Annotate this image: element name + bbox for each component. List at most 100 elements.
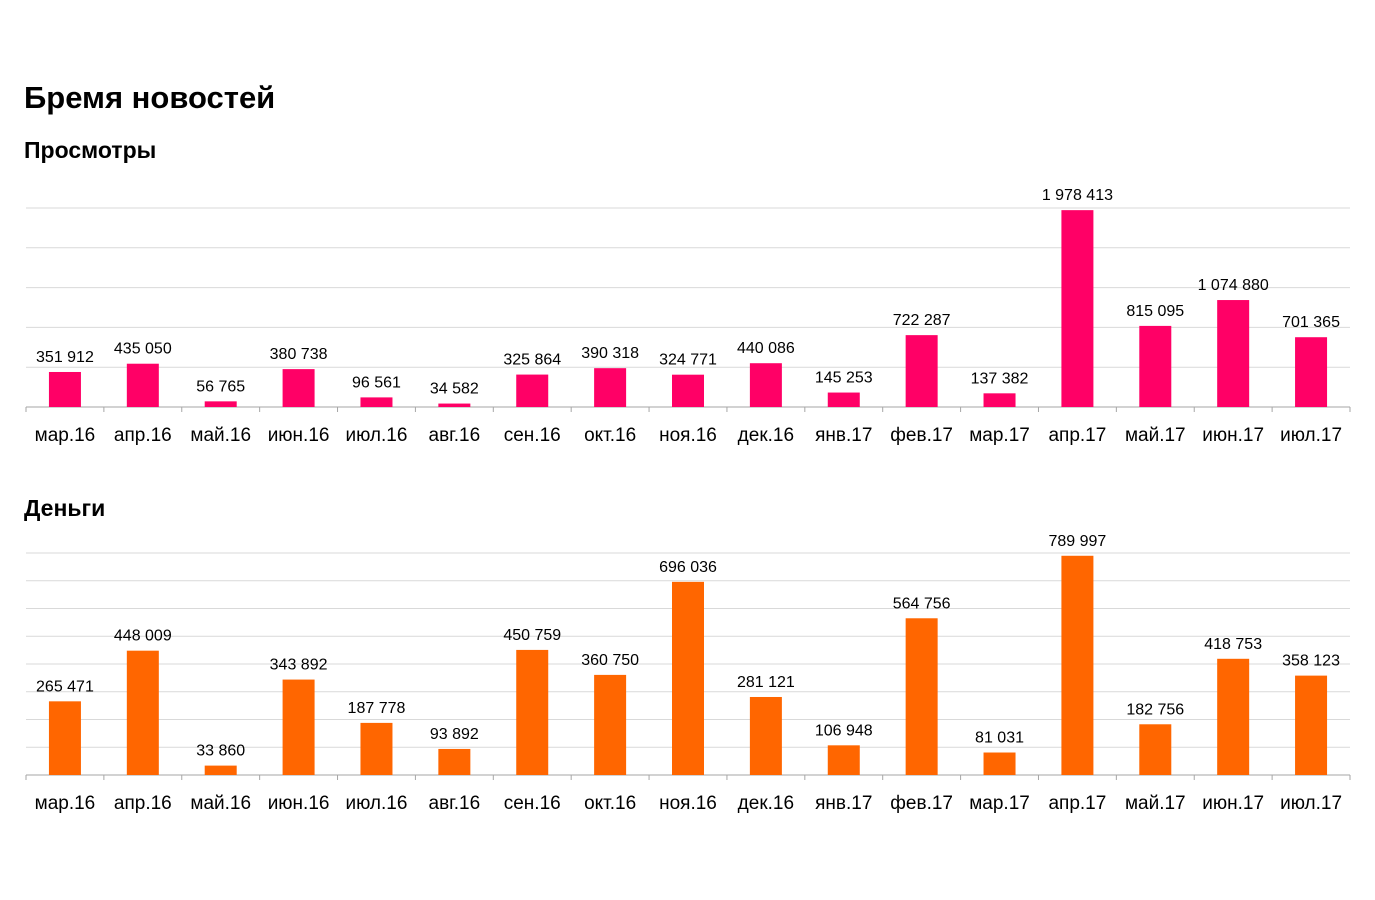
bar xyxy=(438,403,471,407)
bar xyxy=(827,745,860,775)
data-label: 81 031 xyxy=(975,730,1024,747)
bar xyxy=(126,650,159,775)
bar xyxy=(905,335,938,407)
bar xyxy=(48,701,81,775)
data-label: 722 287 xyxy=(893,312,951,329)
x-tick-label: июн.17 xyxy=(1202,793,1264,814)
x-tick-label: окт.16 xyxy=(584,425,636,446)
bar xyxy=(672,374,704,407)
bar xyxy=(516,649,549,775)
page-title: Бремя новостей xyxy=(24,80,276,115)
bar xyxy=(983,393,1016,407)
x-tick-label: мар.17 xyxy=(969,425,1030,446)
x-tick-label: июл.17 xyxy=(1280,425,1342,446)
x-tick-label: авг.16 xyxy=(429,793,481,814)
bar xyxy=(282,679,315,775)
bar xyxy=(1061,555,1094,775)
x-tick-label: фев.17 xyxy=(890,425,953,446)
x-tick-label: апр.16 xyxy=(114,425,172,446)
data-label: 360 750 xyxy=(581,652,639,669)
x-tick-label: май.16 xyxy=(190,425,251,446)
bar xyxy=(360,722,393,775)
data-label: 358 123 xyxy=(1282,653,1340,670)
x-tick-label: ноя.16 xyxy=(659,425,717,446)
x-tick-label: фев.17 xyxy=(890,793,953,814)
data-label: 450 759 xyxy=(503,627,561,644)
data-label: 96 561 xyxy=(352,374,401,391)
data-label: 1 074 880 xyxy=(1198,277,1269,294)
x-tick-label: май.16 xyxy=(190,793,251,814)
data-label: 187 778 xyxy=(348,700,406,717)
chart-title-views: Просмотры xyxy=(24,137,157,163)
data-label: 343 892 xyxy=(270,657,328,674)
bar xyxy=(672,581,704,775)
bar xyxy=(1139,724,1172,775)
data-label: 325 864 xyxy=(503,352,561,369)
x-tick-label: июн.16 xyxy=(268,793,330,814)
data-label: 34 582 xyxy=(430,381,479,398)
data-label: 106 948 xyxy=(815,722,873,739)
data-label: 33 860 xyxy=(196,743,245,760)
data-label: 696 036 xyxy=(659,559,717,576)
x-tick-label: апр.16 xyxy=(114,793,172,814)
x-tick-label: ноя.16 xyxy=(659,793,717,814)
bar xyxy=(360,397,393,407)
bar xyxy=(1217,300,1250,407)
data-label: 93 892 xyxy=(430,726,479,743)
bar xyxy=(594,674,627,775)
data-label: 324 771 xyxy=(659,352,717,369)
bar xyxy=(516,374,549,407)
data-label: 564 756 xyxy=(893,595,951,612)
bar xyxy=(749,363,782,407)
x-tick-label: янв.17 xyxy=(815,425,872,446)
data-label: 145 253 xyxy=(815,370,873,387)
x-tick-label: июн.17 xyxy=(1202,425,1264,446)
x-tick-label: май.17 xyxy=(1125,793,1186,814)
bar xyxy=(749,696,782,775)
bar xyxy=(1061,210,1094,407)
bar xyxy=(1139,325,1172,407)
data-label: 440 086 xyxy=(737,340,795,357)
x-tick-label: апр.17 xyxy=(1048,793,1106,814)
data-label: 56 765 xyxy=(196,378,245,395)
data-label: 390 318 xyxy=(581,345,639,362)
x-tick-label: сен.16 xyxy=(504,793,561,814)
x-tick-label: май.17 xyxy=(1125,425,1186,446)
data-label: 789 997 xyxy=(1048,533,1106,550)
data-label: 137 382 xyxy=(971,370,1029,387)
bar xyxy=(204,765,237,775)
bar xyxy=(1295,337,1328,407)
data-label: 418 753 xyxy=(1204,636,1262,653)
bar xyxy=(827,392,860,407)
x-tick-label: сен.16 xyxy=(504,425,561,446)
bar xyxy=(48,371,81,407)
x-tick-label: мар.17 xyxy=(969,793,1030,814)
data-label: 815 095 xyxy=(1126,303,1184,320)
data-label: 1 978 413 xyxy=(1042,187,1113,204)
x-tick-label: июн.16 xyxy=(268,425,330,446)
bar xyxy=(983,752,1016,775)
bar xyxy=(438,748,471,775)
x-tick-label: дек.16 xyxy=(738,793,794,814)
x-tick-label: дек.16 xyxy=(738,425,794,446)
chart-title-money: Деньги xyxy=(24,495,106,521)
data-label: 701 365 xyxy=(1282,314,1340,331)
bar xyxy=(1217,658,1250,775)
x-tick-label: июл.17 xyxy=(1280,793,1342,814)
data-label: 435 050 xyxy=(114,341,172,358)
bar xyxy=(594,368,627,407)
x-tick-label: апр.17 xyxy=(1048,425,1106,446)
bar xyxy=(1295,675,1328,775)
bar xyxy=(126,363,159,407)
x-tick-label: мар.16 xyxy=(35,425,96,446)
data-label: 351 912 xyxy=(36,349,94,366)
data-label: 380 738 xyxy=(270,346,328,363)
data-label: 281 121 xyxy=(737,674,795,691)
x-tick-label: июл.16 xyxy=(345,793,407,814)
data-label: 448 009 xyxy=(114,628,172,645)
bar xyxy=(905,618,938,775)
bar xyxy=(282,369,315,407)
data-label: 182 756 xyxy=(1126,701,1184,718)
